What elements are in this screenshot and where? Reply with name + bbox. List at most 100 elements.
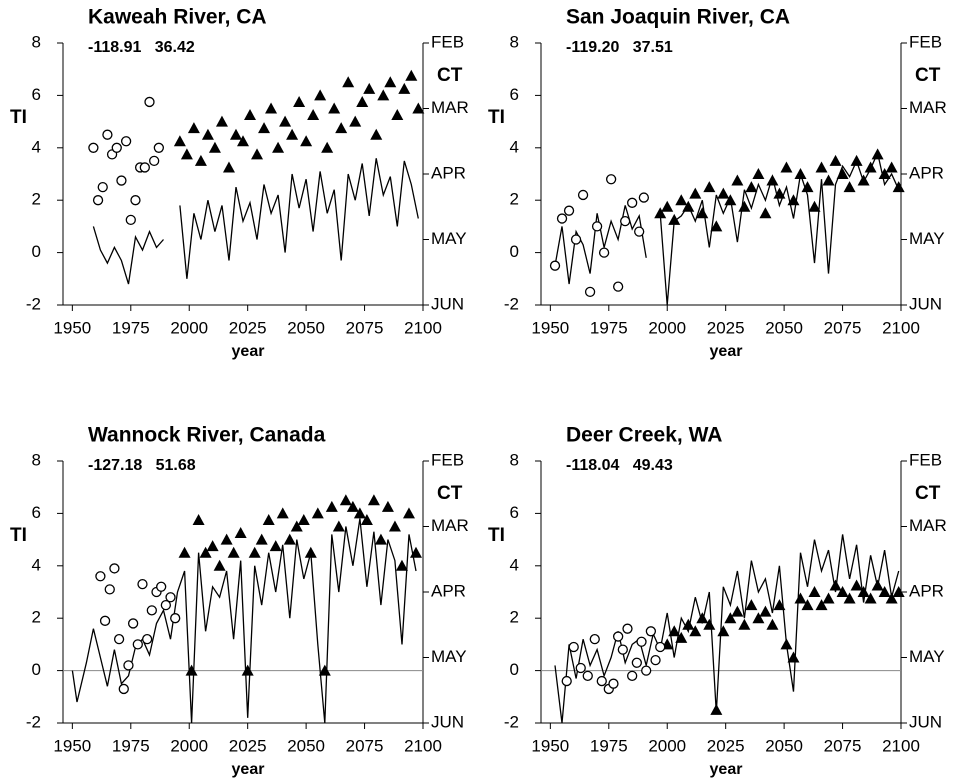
ct-model-marker xyxy=(346,500,359,512)
ct-observed-marker xyxy=(165,592,176,603)
ct-model-marker xyxy=(234,527,247,539)
ct-model-marker xyxy=(269,540,282,552)
x-tick-label: 2100 xyxy=(882,318,920,337)
ct-model-marker xyxy=(752,168,765,179)
x-tick-label: 1975 xyxy=(590,318,628,337)
ct-model-marker xyxy=(689,187,702,199)
ct-model-marker xyxy=(384,76,397,88)
ct-model-marker xyxy=(262,513,275,525)
x-tick-label: 1950 xyxy=(531,736,569,755)
ct-model-marker xyxy=(391,109,404,121)
ct-observed-marker xyxy=(109,563,120,574)
ct-model-marker xyxy=(780,638,793,650)
ct-model-marker xyxy=(339,494,352,506)
ct-observed-marker xyxy=(612,631,624,642)
y2-tick-label: MAR xyxy=(431,516,469,535)
y2-tick-label: MAR xyxy=(909,98,947,117)
ct-model-marker xyxy=(229,128,242,140)
ct-observed-marker xyxy=(582,670,593,681)
ct-observed-marker xyxy=(568,641,579,653)
x-tick-label: 2025 xyxy=(229,736,267,755)
ct-observed-marker xyxy=(132,639,143,650)
x-tick-label: 1950 xyxy=(53,736,91,755)
y-tick-label: 4 xyxy=(510,137,519,156)
ct-model-marker xyxy=(279,115,292,127)
ct-model-marker xyxy=(325,500,338,512)
y2-axis-label: CT xyxy=(915,483,941,504)
ct-model-marker xyxy=(248,546,261,558)
panel-coordinates: -127.18 51.68 xyxy=(88,457,196,474)
ct-model-marker xyxy=(251,148,264,160)
ct-model-marker xyxy=(222,161,235,173)
y2-tick-label: JUN xyxy=(431,294,464,313)
ct-observed-marker xyxy=(549,260,561,271)
ct-model-marker xyxy=(332,520,345,532)
ct-model-marker xyxy=(227,546,240,558)
y2-axis-label: CT xyxy=(437,483,463,504)
ct-observed-marker xyxy=(160,599,172,611)
ct-observed-marker xyxy=(575,662,586,674)
x-axis-label: year xyxy=(710,761,743,778)
ct-model-marker xyxy=(759,605,772,617)
y-tick-label: 6 xyxy=(32,85,41,104)
ct-observed-marker xyxy=(617,644,628,655)
y-tick-label: -2 xyxy=(504,294,519,313)
ct-model-marker xyxy=(311,507,324,519)
ct-observed-marker xyxy=(589,634,600,645)
ct-observed-marker xyxy=(627,197,638,208)
ct-observed-marker xyxy=(104,584,115,595)
y2-tick-label: MAY xyxy=(909,647,945,666)
ct-model-marker xyxy=(405,69,418,81)
x-tick-label: 2000 xyxy=(648,318,686,337)
ct-model-marker xyxy=(199,546,212,558)
ct-model-marker xyxy=(335,122,348,134)
x-axis-label: year xyxy=(232,343,265,360)
ct-model-marker xyxy=(265,102,278,114)
ct-model-marker xyxy=(276,507,289,519)
ct-observed-marker xyxy=(641,665,652,676)
x-tick-label: 2100 xyxy=(404,318,442,337)
ct-observed-marker xyxy=(605,174,617,185)
ct-model-marker xyxy=(787,651,800,663)
x-tick-label: 1975 xyxy=(112,318,150,337)
ct-model-marker xyxy=(780,161,793,173)
ct-observed-marker xyxy=(99,615,111,626)
ct-model-marker xyxy=(412,102,425,114)
x-tick-label: 2050 xyxy=(765,318,803,337)
ct-model-marker xyxy=(710,703,723,715)
ct-model-marker xyxy=(208,141,221,153)
ct-observed-marker xyxy=(650,654,661,666)
ct-observed-marker xyxy=(120,136,132,147)
y2-tick-label: JUN xyxy=(909,294,942,313)
ct-observed-marker xyxy=(95,571,106,582)
ct-model-marker xyxy=(187,122,200,134)
ct-model-marker xyxy=(283,533,296,545)
y-tick-label: 8 xyxy=(510,32,519,51)
ct-model-marker xyxy=(314,89,327,101)
ct-model-marker xyxy=(370,128,383,140)
ct-model-marker xyxy=(328,102,341,114)
ct-model-marker xyxy=(178,546,191,558)
ct-observed-marker xyxy=(620,216,631,227)
x-tick-label: 2025 xyxy=(229,318,267,337)
ct-model-marker xyxy=(220,533,233,545)
ct-model-marker xyxy=(398,82,411,94)
ct-model-marker xyxy=(808,200,821,212)
ct-model-marker xyxy=(696,207,709,219)
y2-axis-label: CT xyxy=(915,65,941,86)
panel: Wannock River, Canada -127.18 51.68 TI CT ye… xyxy=(10,424,469,779)
ct-model-marker xyxy=(857,586,870,597)
panel: San Joaquin River, CA -119.20 37.51 TI CT ye… xyxy=(488,6,947,361)
ct-model-marker xyxy=(286,128,299,140)
y-tick-label: -2 xyxy=(26,712,41,731)
ct-model-marker xyxy=(237,135,249,147)
ct-model-marker xyxy=(402,507,415,519)
ct-model-marker xyxy=(850,579,863,591)
ct-model-marker xyxy=(409,546,422,558)
ct-observed-marker xyxy=(92,195,104,206)
x-tick-label: 2050 xyxy=(287,736,325,755)
x-tick-label: 1975 xyxy=(590,736,628,755)
ct-model-marker xyxy=(258,122,271,134)
y2-tick-label: APR xyxy=(909,581,944,600)
ct-observed-marker xyxy=(627,670,638,681)
